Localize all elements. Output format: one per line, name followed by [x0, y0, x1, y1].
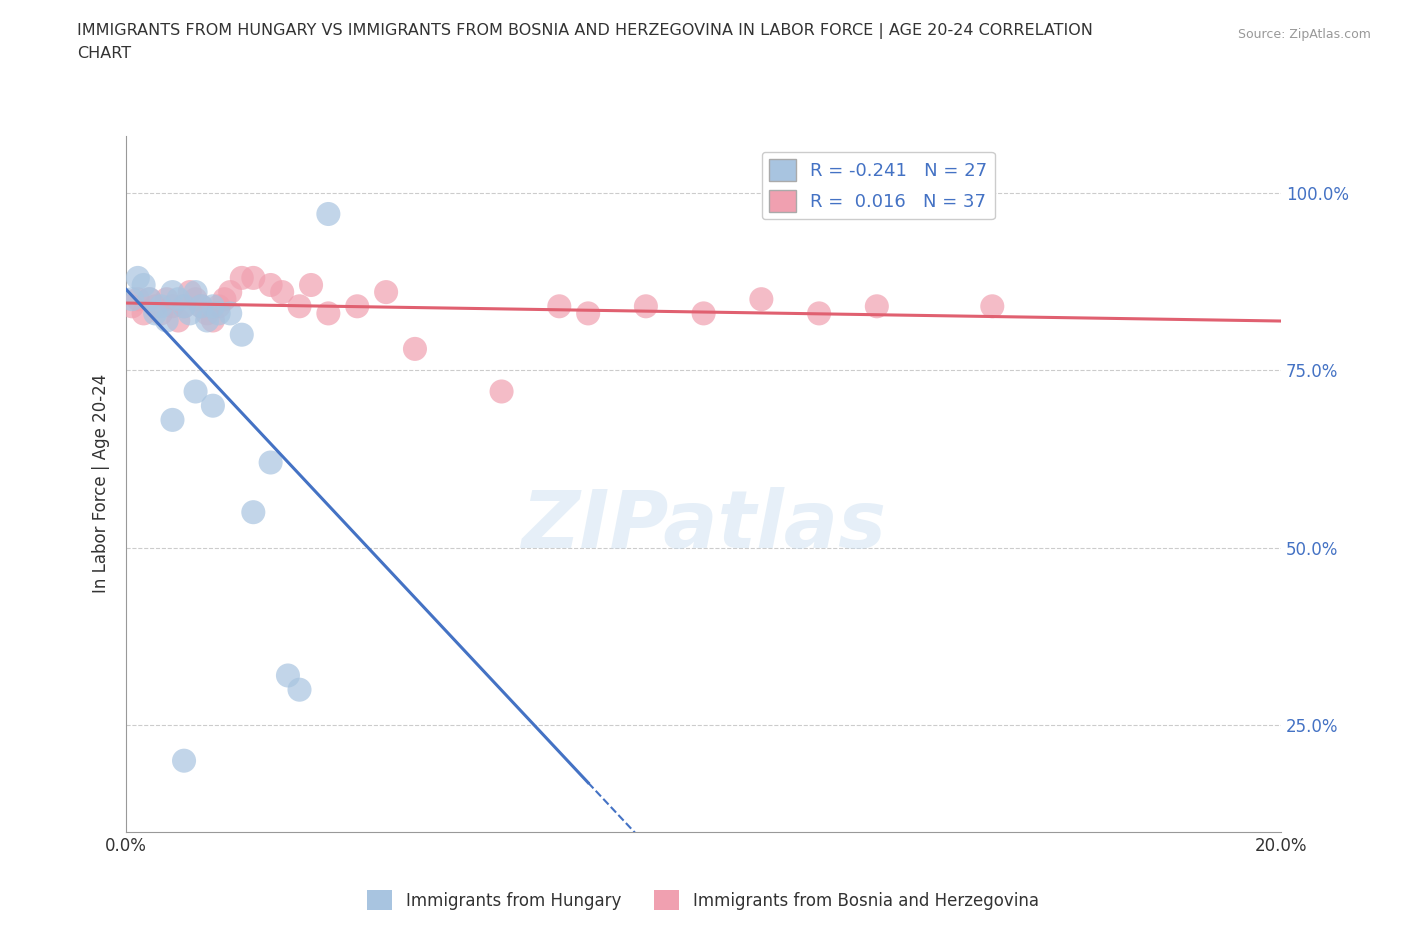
Point — [179, 306, 201, 321]
Point — [127, 292, 149, 307]
Point — [173, 299, 195, 313]
Point — [190, 299, 212, 313]
Y-axis label: In Labor Force | Age 20-24: In Labor Force | Age 20-24 — [93, 374, 110, 593]
Point — [375, 285, 398, 299]
Point — [219, 285, 242, 299]
Point — [195, 306, 218, 321]
Point — [173, 753, 195, 768]
Point — [201, 299, 224, 313]
Point — [143, 299, 166, 313]
Point — [167, 313, 190, 328]
Point — [288, 683, 311, 698]
Legend: R = -0.241   N = 27, R =  0.016   N = 37: R = -0.241 N = 27, R = 0.016 N = 37 — [762, 152, 995, 219]
Point — [404, 341, 426, 356]
Point — [184, 285, 207, 299]
Point — [138, 292, 160, 307]
Point — [692, 306, 714, 321]
Point — [981, 299, 1004, 313]
Point — [277, 668, 299, 683]
Point — [231, 271, 253, 286]
Point — [219, 306, 242, 321]
Point — [751, 292, 773, 307]
Point — [259, 455, 281, 470]
Point — [132, 277, 155, 292]
Point — [156, 292, 179, 307]
Point — [138, 292, 160, 307]
Point — [143, 306, 166, 321]
Point — [149, 299, 172, 313]
Point — [318, 306, 340, 321]
Point — [548, 299, 571, 313]
Point — [184, 384, 207, 399]
Point — [149, 306, 172, 321]
Point — [132, 306, 155, 321]
Point — [231, 327, 253, 342]
Point — [190, 299, 212, 313]
Point — [195, 313, 218, 328]
Point — [121, 292, 143, 307]
Point — [162, 285, 184, 299]
Point — [242, 271, 264, 286]
Point — [271, 285, 294, 299]
Point — [201, 313, 224, 328]
Point — [173, 299, 195, 313]
Point — [299, 277, 322, 292]
Point — [346, 299, 368, 313]
Point — [318, 206, 340, 221]
Point — [866, 299, 889, 313]
Point — [808, 306, 831, 321]
Point — [208, 299, 231, 313]
Point — [127, 271, 149, 286]
Point — [208, 306, 231, 321]
Point — [162, 299, 184, 313]
Point — [259, 277, 281, 292]
Legend: Immigrants from Hungary, Immigrants from Bosnia and Herzegovina: Immigrants from Hungary, Immigrants from… — [361, 884, 1045, 917]
Point — [121, 299, 143, 313]
Point — [162, 413, 184, 428]
Text: Source: ZipAtlas.com: Source: ZipAtlas.com — [1237, 28, 1371, 41]
Point — [634, 299, 657, 313]
Point — [156, 313, 179, 328]
Text: ZIPatlas: ZIPatlas — [522, 486, 886, 565]
Point — [214, 292, 236, 307]
Point — [201, 398, 224, 413]
Point — [179, 285, 201, 299]
Point — [242, 505, 264, 520]
Point — [184, 292, 207, 307]
Point — [576, 306, 599, 321]
Text: IMMIGRANTS FROM HUNGARY VS IMMIGRANTS FROM BOSNIA AND HERZEGOVINA IN LABOR FORCE: IMMIGRANTS FROM HUNGARY VS IMMIGRANTS FR… — [77, 23, 1094, 61]
Point — [491, 384, 513, 399]
Point — [167, 292, 190, 307]
Point — [288, 299, 311, 313]
